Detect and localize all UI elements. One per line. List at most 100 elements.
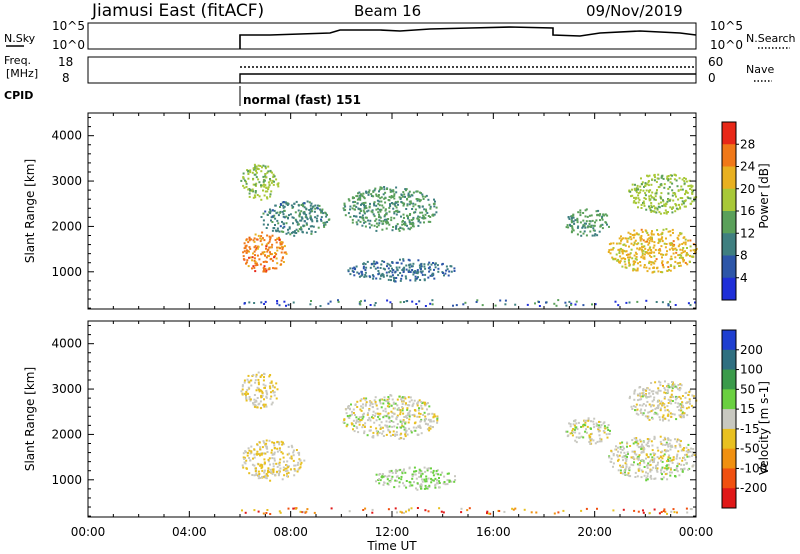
echo-cell xyxy=(643,461,646,464)
echo-cell xyxy=(635,412,638,415)
echo-cell xyxy=(428,484,431,487)
echo-cell xyxy=(372,434,375,437)
echo-cell xyxy=(578,436,581,439)
echo-cell xyxy=(590,438,593,441)
echo-cell xyxy=(666,443,669,446)
echo-cell xyxy=(639,392,641,395)
echo-cell xyxy=(667,391,669,394)
echo-cell xyxy=(404,435,407,438)
echo-cell xyxy=(266,447,269,450)
echo-cell xyxy=(626,451,629,454)
echo-cell xyxy=(660,192,663,195)
echo-cell xyxy=(261,446,264,449)
echo-cell xyxy=(674,304,677,306)
echo-cell xyxy=(651,456,654,459)
echo-cell xyxy=(271,234,274,237)
echo-cell xyxy=(378,190,380,193)
echo-cell xyxy=(418,264,421,267)
echo-cell xyxy=(651,444,654,447)
echo-cell xyxy=(574,431,577,434)
echo-cell xyxy=(256,264,259,266)
echo-cell xyxy=(679,444,682,447)
echo-cell xyxy=(668,454,671,457)
echo-cell xyxy=(271,401,274,404)
echo-cell xyxy=(638,247,641,250)
echo-cell xyxy=(401,471,404,473)
echo-cell xyxy=(398,196,401,199)
echo-cell xyxy=(668,248,671,251)
echo-cell xyxy=(418,415,421,418)
echo-cell xyxy=(272,470,275,473)
echo-cell xyxy=(566,430,569,433)
echo-cell xyxy=(265,395,268,398)
echo-cell xyxy=(298,453,301,456)
echo-cell xyxy=(253,173,256,176)
echo-cell xyxy=(432,273,435,276)
echo-cell xyxy=(389,205,392,207)
echo-cell xyxy=(411,405,414,408)
echo-cell xyxy=(641,392,644,395)
echo-cell xyxy=(428,203,431,206)
echo-cell xyxy=(663,387,666,390)
echo-cell xyxy=(657,399,660,402)
echo-cell xyxy=(297,461,300,464)
echo-cell xyxy=(660,201,662,204)
echo-cell xyxy=(635,437,638,439)
echo-cell xyxy=(349,215,352,218)
echo-cell xyxy=(651,196,654,199)
echo-cell xyxy=(399,510,402,513)
echo-cell xyxy=(600,440,603,443)
echo-cell xyxy=(419,268,422,271)
echo-cell xyxy=(576,217,579,220)
colorbar-swatch xyxy=(722,428,736,450)
echo-cell xyxy=(412,205,415,208)
echo-cell xyxy=(280,245,283,248)
echo-cell xyxy=(670,467,672,470)
echo-cell xyxy=(418,412,420,415)
echo-cell xyxy=(586,425,589,428)
echo-cell xyxy=(650,390,653,393)
echo-cell xyxy=(406,414,409,417)
colorbar-tick-label: 12 xyxy=(740,226,755,240)
echo-cell xyxy=(663,183,666,186)
echo-cell xyxy=(376,407,379,410)
echo-cell xyxy=(262,252,265,255)
x-tick-label: 00:00 xyxy=(71,525,106,539)
echo-cell xyxy=(415,426,418,429)
echo-cell xyxy=(429,418,432,421)
echo-cell xyxy=(671,182,674,185)
echo-cell xyxy=(365,207,368,209)
echo-cell xyxy=(623,451,626,454)
echo-cell xyxy=(679,206,681,209)
echo-cell xyxy=(607,429,610,431)
echo-cell xyxy=(410,226,413,229)
echo-cell xyxy=(405,189,407,192)
echo-cell xyxy=(607,424,610,426)
echo-cell xyxy=(591,219,594,222)
echo-cell xyxy=(279,204,282,206)
echo-cell xyxy=(392,407,395,410)
echo-cell xyxy=(267,458,270,461)
echo-cell xyxy=(430,263,433,266)
echo-cell xyxy=(672,240,675,243)
echo-region xyxy=(240,371,279,410)
echo-cell xyxy=(679,403,682,406)
echo-cell xyxy=(299,459,302,462)
echo-cell xyxy=(264,386,266,389)
echo-cell xyxy=(282,213,285,216)
echo-cell xyxy=(377,195,380,198)
echo-cell xyxy=(585,222,587,225)
date-title: 09/Nov/2019 xyxy=(586,2,683,20)
echo-cell xyxy=(677,245,680,248)
echo-cell xyxy=(610,242,612,245)
echo-cell xyxy=(569,425,572,428)
echo-cell xyxy=(636,408,639,411)
echo-cell xyxy=(248,449,251,452)
echo-cell xyxy=(281,248,284,251)
echo-cell xyxy=(664,388,667,391)
echo-cell xyxy=(294,211,297,214)
echo-cell xyxy=(365,401,368,404)
echo-cell xyxy=(662,228,665,231)
echo-cell xyxy=(636,247,639,250)
echo-cell xyxy=(243,186,246,189)
